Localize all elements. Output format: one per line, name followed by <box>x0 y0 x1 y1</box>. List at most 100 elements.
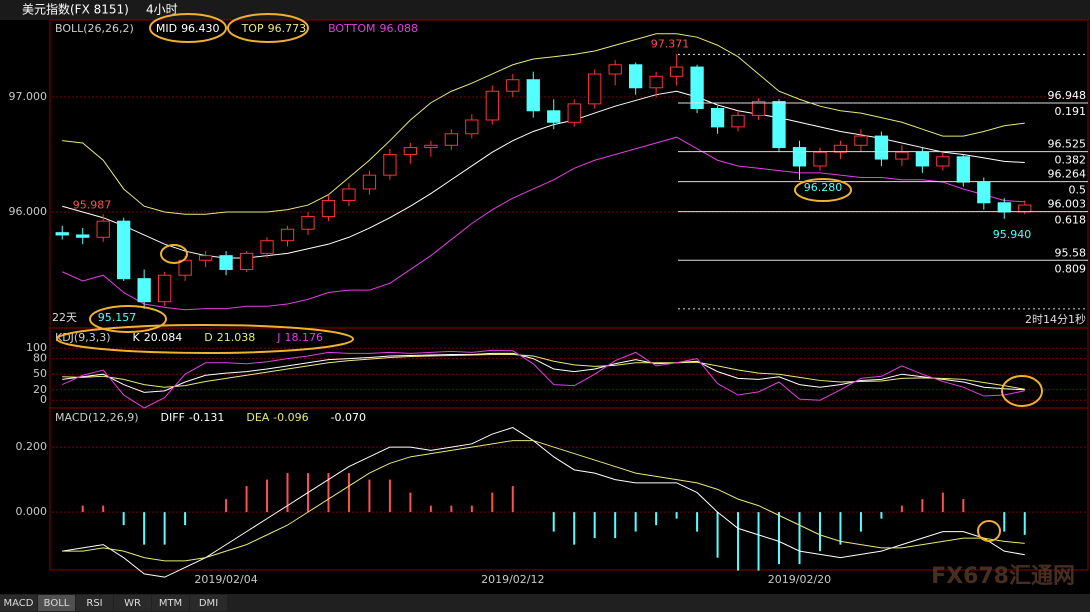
candle-body <box>608 64 622 75</box>
tab[interactable] <box>0 595 37 611</box>
legend: KDJ(9,3,3) K 20.084 D 21.038 J 18.176 <box>55 331 323 344</box>
fib-price: 96.264 <box>1048 168 1087 181</box>
fib-price: 96.948 <box>1048 89 1087 102</box>
candle-body <box>465 119 479 135</box>
candle-body <box>772 101 786 149</box>
fib-price: 96.003 <box>1048 198 1087 211</box>
candle-body <box>485 90 499 121</box>
candle-body <box>936 156 950 167</box>
legend-value: -0.096 <box>273 411 308 424</box>
legend: MACD(12,26,9) DIFF -0.131 DEA -0.096 -0.070 <box>55 411 366 424</box>
period[interactable]: 4小时 <box>146 3 178 17</box>
tab-label[interactable]: MACD <box>4 598 34 609</box>
candle-body <box>280 228 295 242</box>
legend-title: MACD(12,26,9) <box>55 411 139 424</box>
tab[interactable] <box>152 595 189 611</box>
candle-body <box>55 232 69 236</box>
y-tick-label: 100 <box>26 341 47 354</box>
macd-panel <box>49 407 1089 571</box>
legend-name: BOTTOM <box>328 22 375 35</box>
candle-body <box>219 255 233 270</box>
y-tick-label: 0.000 <box>16 505 48 518</box>
bars-count: 22天 <box>52 311 77 324</box>
candle-body <box>567 103 581 123</box>
fib-price: 96.525 <box>1048 138 1087 151</box>
candle-body <box>526 79 540 112</box>
candle-body <box>854 135 868 146</box>
candle-body <box>813 151 827 167</box>
candle-body <box>76 234 90 238</box>
candle-body <box>588 73 602 105</box>
legend-value: 96.773 <box>268 22 307 35</box>
legend-value: 18.176 <box>284 331 323 344</box>
candle-body <box>198 255 213 261</box>
fib-ratio: 0.382 <box>1055 154 1087 167</box>
price-annotation: 95.157 <box>98 311 137 324</box>
x-tick-label: 2019/02/04 <box>194 573 257 586</box>
candle-body <box>547 110 561 123</box>
price-annotation: 96.280 <box>804 181 843 194</box>
fib-ratio: 0.809 <box>1055 262 1087 275</box>
marks: 96.000 97.000 BOLL(26,26,2) MID 96.430 TOP 96.… <box>9 22 1088 586</box>
candle-body <box>239 252 254 270</box>
indicator-line <box>62 353 1025 390</box>
legend-value: 96.088 <box>379 22 418 35</box>
legend-value: 96.430 <box>181 22 220 35</box>
fib-ratio: 0.191 <box>1055 105 1087 118</box>
candle-body <box>649 75 663 89</box>
y-tick-label: 96.000 <box>9 205 48 218</box>
legend-value: 20.084 <box>144 331 183 344</box>
candle-body <box>362 174 377 190</box>
highlights <box>56 13 1043 542</box>
tab-bar <box>0 594 1090 612</box>
candle-body <box>895 151 909 160</box>
legend-name: MID <box>156 22 177 35</box>
tab[interactable] <box>114 595 151 611</box>
x-tick-label: 2019/02/12 <box>481 573 544 586</box>
indicator-line <box>62 136 1025 311</box>
legend-title: BOLL(26,26,2) <box>55 22 134 35</box>
candle-body <box>915 151 930 167</box>
candle-body <box>403 147 418 155</box>
indicator-line <box>62 352 1025 393</box>
tab[interactable] <box>190 595 227 611</box>
tab[interactable] <box>38 595 75 611</box>
x-tick-label: 2019/02/20 <box>768 573 831 586</box>
candle-body <box>710 107 725 128</box>
y-tick-label: 50 <box>33 367 47 380</box>
y-tick-label: 80 <box>33 352 47 365</box>
tab-label[interactable]: BOLL <box>44 598 70 609</box>
legend-name: DIFF <box>161 411 185 424</box>
tab-label[interactable]: MTM <box>159 598 182 609</box>
candle-body <box>669 66 684 77</box>
price-annotation: 95.987 <box>73 198 112 211</box>
candle-body <box>751 101 766 116</box>
legend-name: K <box>133 331 141 344</box>
candle-body <box>117 220 131 280</box>
candle-body <box>444 133 458 146</box>
tab[interactable] <box>76 595 113 611</box>
legend-value: -0.131 <box>189 411 224 424</box>
fib-ratio: 0.618 <box>1055 214 1087 227</box>
tab-label[interactable]: RSI <box>86 598 102 609</box>
candle-body <box>1018 204 1032 213</box>
candle-body <box>383 153 397 176</box>
candle-body <box>956 156 970 183</box>
y-tick-label: 0.200 <box>16 440 48 453</box>
tab-label[interactable]: WR <box>124 598 141 609</box>
legend: BOLL(26,26,2) MID 96.430 TOP 96.773 BOTTOM 96.… <box>55 22 418 35</box>
indicator-line <box>62 427 1025 578</box>
legend-value: 21.038 <box>217 331 256 344</box>
legend-name: DEA <box>246 411 269 424</box>
indicator-line <box>62 349 1025 409</box>
candle-body <box>874 135 889 160</box>
legend-name: D <box>204 331 212 344</box>
candle-body <box>792 147 807 167</box>
candle-body <box>321 199 336 218</box>
candle-body <box>157 274 172 303</box>
indicator-line <box>62 33 1025 215</box>
tab-label[interactable]: DMI <box>199 598 218 609</box>
price-annotation: 95.940 <box>993 228 1032 241</box>
